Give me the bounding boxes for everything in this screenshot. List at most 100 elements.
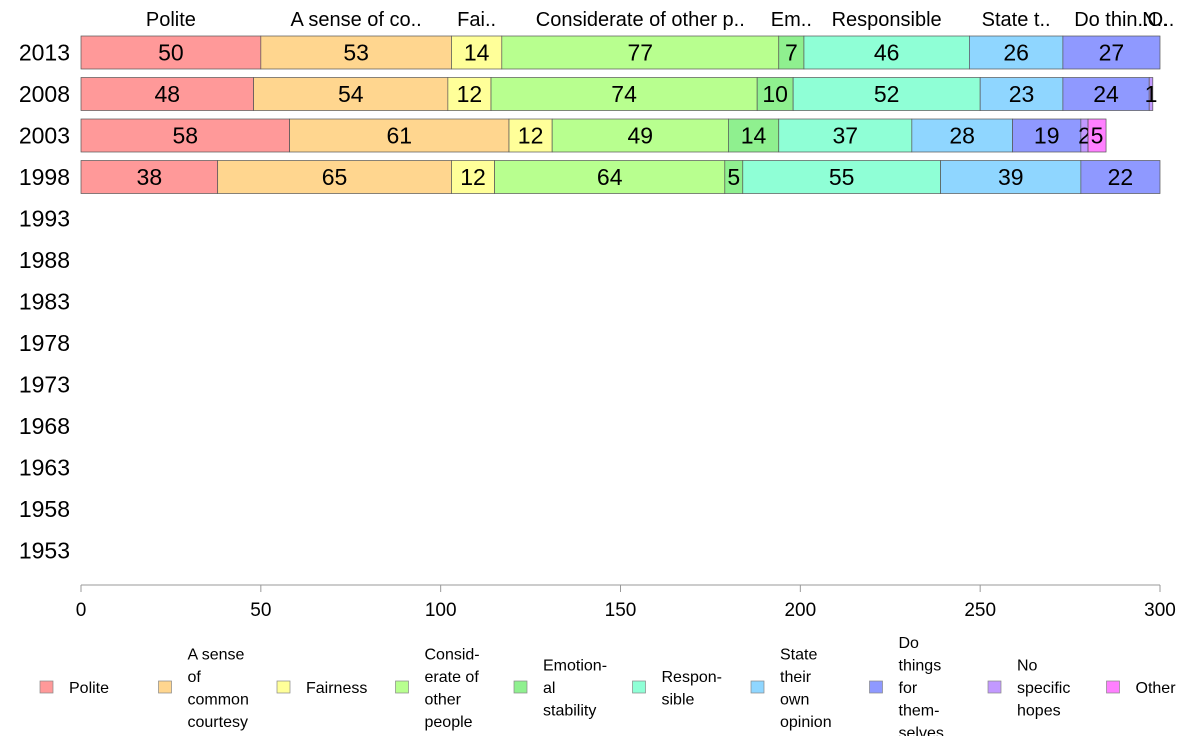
bar-2003-other [1087, 118, 1107, 153]
bar-2003-a-sense-of-common-courtesy [289, 118, 510, 153]
bar-2008-polite [80, 77, 254, 111]
legend-label-line: opinion [780, 714, 832, 731]
bar-2013-responsible [803, 35, 970, 70]
legend-label-line: erate of [425, 669, 480, 686]
legend-label-line: Polite [69, 680, 109, 697]
bar-1998-do-things-for-themselves [1080, 160, 1161, 194]
bar-value-2008-state-their-own-opinion: 23 [1009, 81, 1035, 107]
column-header-polite: Polite [146, 9, 196, 31]
legend-label-line: for [899, 680, 918, 697]
year-label-1988: 1988 [19, 247, 70, 273]
legend-label-line: things [899, 658, 942, 675]
bar-value-2008-emotional-stability: 10 [762, 81, 788, 107]
x-tick-label-0: 0 [76, 600, 87, 621]
bar-1998-considerate-of-other-people [494, 160, 726, 194]
legend-label-line: their [780, 669, 812, 686]
bar-value-1998-fairness: 12 [460, 164, 486, 190]
legend-swatch-other [1106, 680, 1120, 694]
legend-label-state-their-own-opinion: State their own opinion [780, 646, 832, 731]
bar-value-2013-state-their-own-opinion: 26 [1003, 40, 1029, 66]
legend-label-line: them- [899, 703, 940, 720]
bar-value-1998-a-sense-of-common-courtesy: 65 [322, 164, 348, 190]
year-label-1953: 1953 [19, 538, 70, 564]
legend-label-line: al [543, 680, 555, 697]
column-header-a-sense-of-co: A sense of co.. [291, 9, 422, 31]
legend-label-line: State [780, 646, 817, 663]
year-label-1958: 1958 [19, 496, 70, 522]
bar-value-2003-emotional-stability: 14 [741, 123, 767, 149]
bar-2008-considerate-of-other-people [490, 77, 758, 111]
bar-1998-responsible [742, 160, 941, 194]
legend-label-line: stability [543, 703, 596, 720]
legend-label-line: No [1017, 658, 1038, 675]
legend-label-line: selves [899, 725, 944, 736]
bar-value-2003-considerate-of-other-people: 49 [627, 123, 653, 149]
bar-value-2008-do-things-for-themselves: 24 [1093, 81, 1119, 107]
legend-swatch-a-sense-of-common-courtesy [158, 680, 172, 694]
bar-value-2013-fairness: 14 [464, 40, 490, 66]
bar-2003-fairness [508, 118, 553, 153]
year-label-1968: 1968 [19, 413, 70, 439]
legend-swatch-fairness [276, 680, 291, 694]
bar-value-1998-emotional-stability: 5 [727, 164, 740, 190]
bar-1998-state-their-own-opinion [940, 160, 1082, 194]
bar-2003-do-things-for-themselves [1012, 118, 1082, 153]
year-label-1978: 1978 [19, 330, 70, 356]
bar-1998-polite [80, 160, 219, 194]
legend-label-responsible: Respon-sible [662, 669, 722, 709]
column-header-em: Em.. [771, 9, 812, 31]
legend-label-polite: Polite [69, 680, 109, 697]
legend-label-line: Fairness [306, 680, 367, 697]
bar-2008-a-sense-of-common-courtesy [253, 77, 449, 111]
x-tick-label-300: 300 [1144, 600, 1176, 621]
legend-label-no-specific-hopes: No specific hopes [1017, 658, 1070, 720]
legend-swatch-state-their-own-opinion [750, 680, 765, 694]
bar-value-2003-state-their-own-opinion: 28 [949, 123, 975, 149]
year-label-2013: 2013 [19, 40, 70, 66]
bar-value-2013-polite: 50 [158, 40, 184, 66]
x-axis: 0 50 100 150 200 250 300 [76, 584, 1176, 621]
bar-value-2003-a-sense-of-common-courtesy: 61 [387, 123, 413, 149]
bar-2003-state-their-own-opinion [911, 118, 1013, 153]
year-label-1973: 1973 [19, 372, 70, 398]
bar-2008-emotional-stability [756, 77, 794, 111]
bar-value-2013-considerate-of-other-people: 77 [627, 40, 653, 66]
legend-label-line: Do [899, 635, 920, 652]
bar-2008-fairness [447, 77, 492, 111]
bar-value-2003-do-things-for-themselves: 19 [1034, 123, 1060, 149]
bar-1998-fairness [451, 160, 495, 194]
bar-value-2008-fairness: 12 [457, 81, 483, 107]
year-label-2008: 2008 [19, 81, 70, 107]
legend-label-line: common [188, 691, 249, 708]
year-label-1993: 1993 [19, 206, 70, 232]
bar-2003-polite [80, 118, 290, 153]
x-tick-label-50: 50 [250, 600, 271, 621]
legend-swatch-polite [39, 680, 54, 694]
x-tick-label-150: 150 [605, 600, 637, 621]
year-label-1998: 1998 [19, 164, 70, 190]
legend-label-line: own [780, 691, 809, 708]
bar-2013-do-things-for-themselves [1062, 35, 1161, 70]
legend-label-a-sense-of-common-courtesy: A sense of common courtesy [188, 646, 249, 731]
column-header-state-t: State t.. [982, 9, 1051, 31]
bar-value-2013-responsible: 46 [874, 40, 900, 66]
legend-swatch-emotional-stability [513, 680, 528, 694]
bar-value-2008-responsible: 52 [874, 81, 900, 107]
legend-swatch-considerate-of-other-people [395, 680, 409, 694]
bar-value-1998-responsible: 55 [829, 164, 855, 190]
bar-value-1998-do-things-for-themselves: 22 [1108, 164, 1134, 190]
bar-2008-state-their-own-opinion [979, 77, 1064, 111]
bar-value-1998-considerate-of-other-people: 64 [597, 164, 623, 190]
legend-label-line: Consid- [425, 646, 480, 663]
year-label-1963: 1963 [19, 455, 70, 481]
legend-label-other: Other [1136, 680, 1177, 697]
bar-value-2003-fairness: 12 [518, 123, 544, 149]
bar-2008-no-specific-hopes [1148, 77, 1154, 111]
column-header-o: O.. [1148, 9, 1175, 31]
bar-value-2003-no-specific-hopes: 2 [1078, 123, 1091, 149]
x-tick-label-200: 200 [784, 600, 816, 621]
legend-label-line: hopes [1017, 703, 1061, 720]
bar-1998-a-sense-of-common-courtesy [217, 160, 452, 194]
